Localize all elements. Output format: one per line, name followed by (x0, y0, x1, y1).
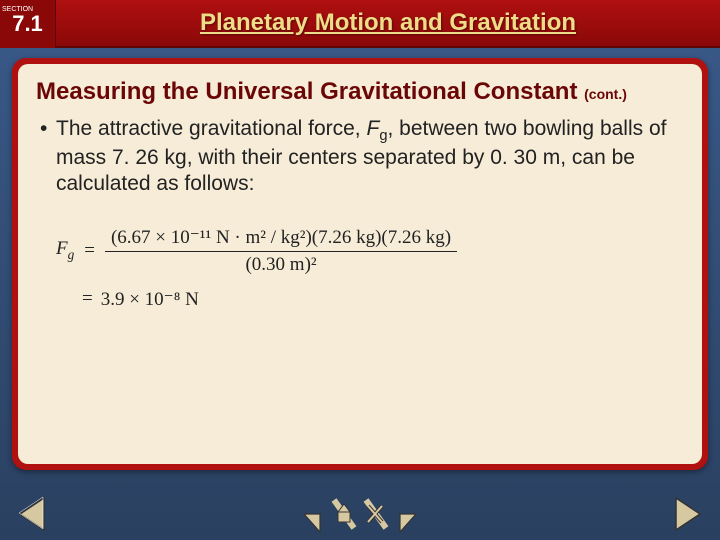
bullet-text: The attractive gravitational force, Fg, … (36, 116, 684, 198)
section-box: SECTION 7.1 (0, 0, 56, 48)
slide-title: Planetary Motion and Gravitation (56, 0, 720, 48)
eq2-value: 3.9 × 10⁻⁸ N (101, 288, 199, 311)
equation-block: Fg = (6.67 × 10⁻¹¹ N · m² / kg²)(7.26 kg… (36, 224, 684, 311)
card-heading: Measuring the Universal Gravitational Co… (36, 78, 684, 106)
section-number: 7.1 (12, 13, 43, 35)
eq2-equals: = (82, 288, 93, 310)
home-close-icon[interactable] (300, 494, 420, 534)
eq-lhs-sym: F (56, 238, 68, 259)
content-card: Measuring the Universal Gravitational Co… (12, 58, 708, 470)
eq-fraction: (6.67 × 10⁻¹¹ N · m² / kg²)(7.26 kg)(7.2… (105, 224, 457, 278)
eq-equals: = (84, 240, 95, 262)
nav-bar (0, 494, 720, 534)
equation-line-2: = 3.9 × 10⁻⁸ N (56, 288, 684, 311)
eq-denominator: (0.30 m)² (239, 252, 322, 278)
bullet-pre: The attractive gravitational force, (56, 117, 366, 140)
next-arrow-icon[interactable] (666, 494, 706, 534)
equation-line-1: Fg = (6.67 × 10⁻¹¹ N · m² / kg²)(7.26 kg… (56, 224, 684, 278)
bullet-fg: F (366, 117, 379, 140)
section-label: SECTION (2, 6, 33, 13)
eq-lhs-sub: g (68, 247, 75, 262)
eq-numerator: (6.67 × 10⁻¹¹ N · m² / kg²)(7.26 kg)(7.2… (105, 224, 457, 251)
prev-arrow-icon[interactable] (14, 494, 54, 534)
heading-cont: (cont.) (584, 86, 627, 102)
heading-text: Measuring the Universal Gravitational Co… (36, 78, 577, 105)
eq-lhs: Fg (56, 238, 74, 263)
